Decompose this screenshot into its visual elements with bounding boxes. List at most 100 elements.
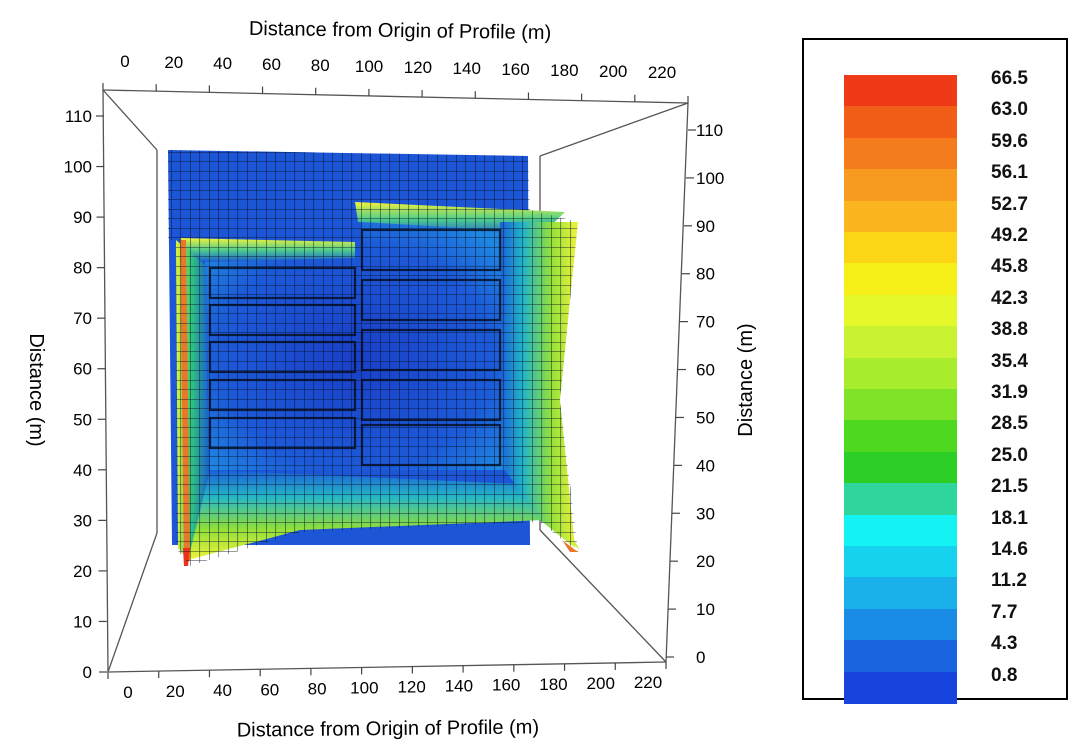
right-tick-label: 50 [696, 408, 715, 427]
left-tick-label: 30 [73, 511, 92, 530]
top-tick-label: 0 [120, 52, 129, 71]
legend-swatch [844, 263, 957, 296]
legend-swatch [844, 357, 957, 390]
legend-swatch [844, 389, 957, 421]
right-tick-label: 80 [696, 265, 715, 284]
legend-level-label: 18.1 [991, 507, 1028, 529]
legend-level-label: 7.7 [991, 601, 1018, 623]
right-tick-label: 70 [696, 313, 715, 332]
right-tick-label: 60 [696, 361, 715, 380]
right-tick-label: 20 [696, 552, 715, 571]
legend-level-label: 38.8 [991, 319, 1028, 341]
right-tick-label: 10 [696, 600, 715, 619]
top-axis-title: Distance from Origin of Profile (m) [249, 18, 552, 44]
bottom-tick-label: 160 [492, 676, 520, 695]
legend-swatch [844, 75, 957, 107]
legend-level-label: 11.2 [991, 570, 1027, 592]
legend-level-label: 0.8 [991, 664, 1018, 686]
left-axis-tick-labels: 0 10 20 30 40 50 60 70 80 90 100 110 [64, 107, 92, 682]
top-tick-label: 180 [550, 61, 578, 80]
legend-level-label: 45.8 [991, 256, 1028, 278]
legend-swatch [844, 137, 957, 170]
top-tick-label: 220 [648, 63, 676, 82]
legend-swatch [844, 608, 957, 641]
top-tick-label: 100 [355, 57, 383, 76]
color-legend: 66.5 63.0 59.6 56.1 52.7 49.2 45.8 42.3 38.8 35.4… [802, 38, 1068, 704]
top-tick-label: 200 [599, 62, 627, 81]
legend-level-label: 21.5 [991, 476, 1028, 498]
surface-edge-right-tip [562, 540, 578, 552]
left-tick-label: 40 [73, 461, 92, 480]
legend-swatch [844, 169, 957, 202]
top-axis-tick-labels: 0 20 40 60 80 100 120 140 160 180 200 220 [120, 52, 676, 82]
legend-swatch [844, 326, 957, 359]
legend-level-label: 56.1 [991, 162, 1028, 184]
left-tick-label: 110 [65, 107, 92, 126]
legend-swatch [844, 640, 957, 673]
top-tick-label: 160 [501, 60, 529, 79]
legend-swatch [844, 671, 957, 704]
legend-swatch [844, 294, 957, 327]
right-tick-label: 40 [696, 456, 715, 475]
bottom-tick-label: 60 [260, 680, 279, 699]
left-tick-label: 80 [73, 259, 92, 278]
legend-level-label: 49.2 [991, 225, 1028, 246]
left-tick-label: 100 [64, 158, 92, 177]
bottom-tick-label: 140 [445, 677, 473, 696]
legend-level-label: 52.7 [991, 193, 1028, 215]
legend-level-label: 4.3 [991, 633, 1018, 655]
top-tick-label: 140 [453, 59, 481, 78]
left-tick-label: 50 [73, 410, 92, 429]
top-tick-label: 40 [213, 54, 232, 73]
left-tick-label: 60 [73, 360, 92, 379]
surface-mesh-overlay [168, 150, 578, 566]
left-tick-label: 70 [73, 309, 92, 328]
surface-mesh [168, 150, 580, 566]
left-axis-title: Distance (m) [25, 333, 47, 446]
bottom-tick-label: 40 [213, 681, 232, 700]
legend-level-label: 28.5 [991, 413, 1028, 435]
legend-level-label: 35.4 [991, 350, 1028, 372]
legend-level-label: 14.6 [991, 539, 1028, 560]
right-tick-label: 100 [696, 169, 724, 188]
right-tick-label: 30 [696, 504, 715, 523]
bottom-axis-tick-labels: 0 20 40 60 80 100 120 140 160 180 200 220 [123, 673, 662, 702]
top-tick-label: 20 [164, 53, 183, 72]
legend-swatch [844, 577, 957, 610]
bottom-tick-label: 180 [539, 675, 567, 694]
legend-swatch [844, 420, 957, 453]
bottom-tick-label: 100 [350, 678, 378, 697]
left-tick-label: 20 [73, 562, 92, 581]
left-tick-label: 0 [83, 663, 92, 682]
right-axis-title: Distance (m) [735, 323, 757, 436]
legend-level-label: 31.9 [991, 382, 1028, 403]
legend-swatch [844, 514, 957, 547]
top-tick-label: 60 [262, 55, 281, 74]
surface-plot-svg: 0 20 40 60 80 100 120 140 160 180 200 220 0 20 40 60 80… [25, 18, 757, 742]
left-tick-label: 10 [73, 612, 92, 631]
top-tick-label: 120 [404, 58, 432, 77]
left-tick-label: 90 [73, 208, 92, 227]
right-axis-tick-labels: 0 10 20 30 40 50 60 70 80 90 100 110 [696, 121, 724, 667]
legend-swatch [844, 106, 957, 139]
legend-level-label: 25.0 [991, 444, 1028, 466]
bottom-tick-label: 220 [634, 673, 662, 692]
surface-cells [208, 228, 502, 467]
legend-level-label: 66.5 [991, 68, 1028, 89]
top-tick-label: 80 [311, 56, 330, 75]
legend-swatch [844, 200, 957, 233]
legend-level-label: 59.6 [991, 130, 1028, 152]
legend-level-label: 42.3 [991, 287, 1028, 309]
legend-swatch [844, 483, 957, 516]
legend-level-label: 63.0 [991, 99, 1028, 121]
right-tick-label: 90 [696, 217, 715, 236]
legend-swatch [844, 546, 957, 578]
right-tick-label: 0 [696, 648, 705, 667]
bottom-tick-label: 120 [397, 678, 425, 697]
bottom-axis-title: Distance from Origin of Profile (m) [237, 716, 540, 741]
bottom-tick-label: 200 [587, 674, 615, 693]
bottom-tick-label: 0 [123, 683, 132, 702]
bottom-tick-label: 80 [308, 679, 327, 698]
legend-swatch [844, 451, 957, 484]
bottom-tick-label: 20 [166, 682, 185, 701]
